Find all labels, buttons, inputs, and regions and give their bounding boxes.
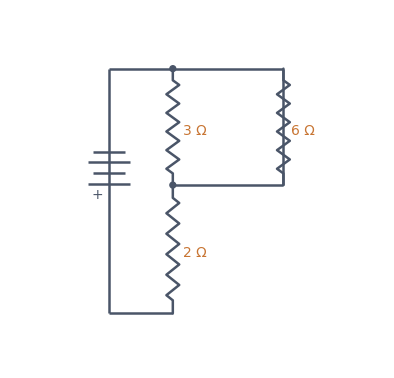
Text: 2 Ω: 2 Ω (183, 246, 207, 260)
Text: +: + (92, 188, 104, 202)
Circle shape (170, 66, 176, 71)
Text: 6 Ω: 6 Ω (291, 124, 314, 138)
Circle shape (170, 182, 176, 188)
Text: 3 Ω: 3 Ω (183, 124, 207, 138)
